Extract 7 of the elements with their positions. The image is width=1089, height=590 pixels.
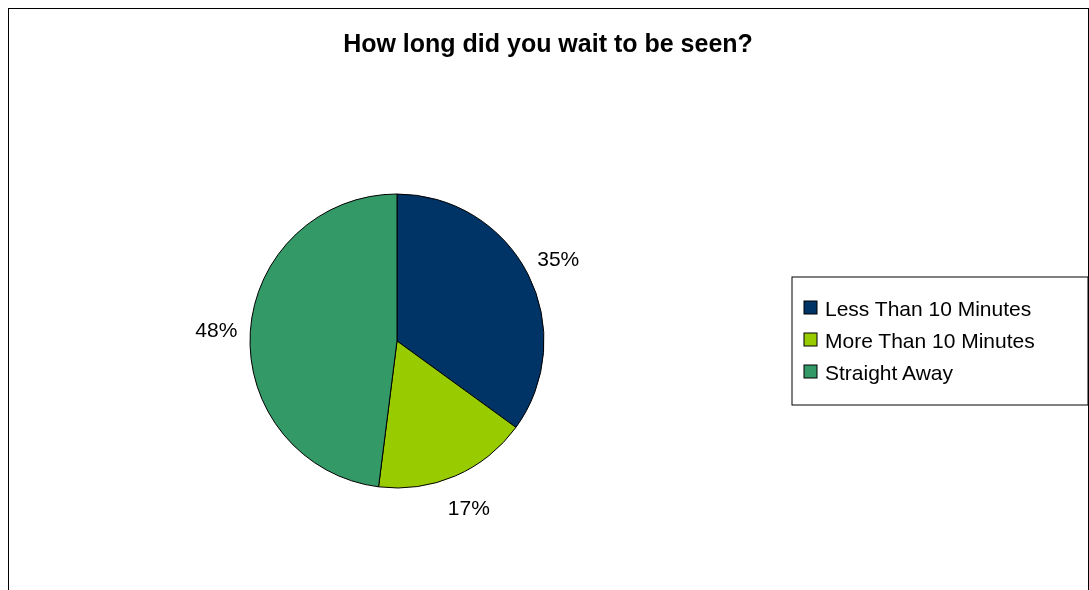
data-label: 17%	[447, 495, 490, 519]
legend-label: More Than 10 Minutes	[825, 328, 1035, 352]
data-label: 48%	[195, 318, 238, 342]
legend-label: Straight Away	[825, 360, 954, 384]
data-label: 35%	[537, 247, 580, 271]
chart-title: How long did you wait to be seen?	[343, 29, 753, 57]
legend-label: Less Than 10 Minutes	[825, 296, 1032, 320]
